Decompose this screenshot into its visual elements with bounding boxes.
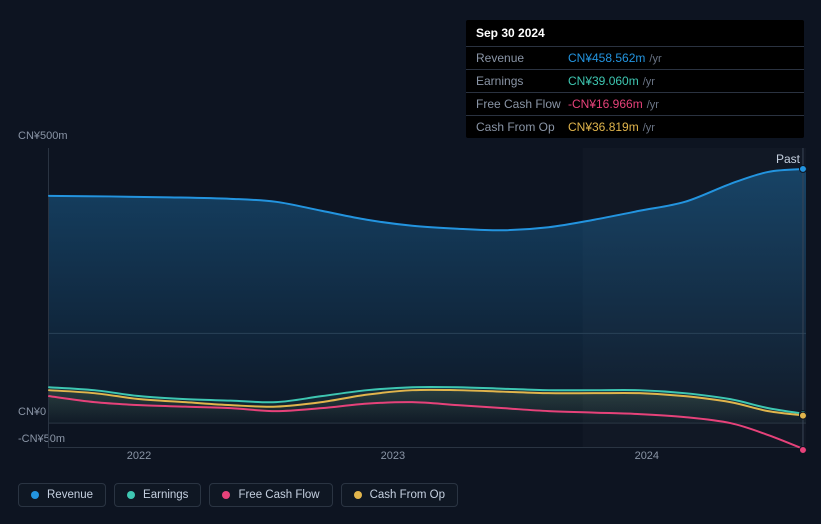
chart-svg xyxy=(49,148,806,447)
tooltip-metric-unit: /yr xyxy=(643,122,655,134)
tooltip-metric-value: CN¥39.060m xyxy=(568,74,639,88)
tooltip-metric-value: CN¥458.562m xyxy=(568,51,645,65)
tooltip-metric-unit: /yr xyxy=(647,99,659,111)
tooltip-date: Sep 30 2024 xyxy=(466,20,804,47)
tooltip-metric-unit: /yr xyxy=(649,53,661,65)
data-tooltip: Sep 30 2024 RevenueCN¥458.562m/yrEarning… xyxy=(466,20,804,138)
tooltip-metric-unit: /yr xyxy=(643,76,655,88)
tooltip-row: Cash From OpCN¥36.819m/yr xyxy=(466,116,804,138)
legend-item[interactable]: Cash From Op xyxy=(341,483,458,507)
tooltip-metric-value: -CN¥16.966m xyxy=(568,97,643,111)
legend-dot-icon xyxy=(127,491,135,499)
tooltip-row: Free Cash Flow-CN¥16.966m/yr xyxy=(466,93,804,116)
legend-dot-icon xyxy=(354,491,362,499)
x-axis-label: 2022 xyxy=(127,450,151,462)
legend-item[interactable]: Revenue xyxy=(18,483,106,507)
y-axis-label: CN¥0 xyxy=(18,406,46,418)
tooltip-metric-label: Revenue xyxy=(476,51,568,65)
x-axis: 2022 2023 2024 xyxy=(48,450,806,470)
financials-chart: CN¥500mCN¥0-CN¥50m Past 202220232024 xyxy=(18,120,806,480)
y-axis-label: CN¥500m xyxy=(18,130,68,142)
tooltip-metric-label: Cash From Op xyxy=(476,120,568,134)
legend-dot-icon xyxy=(31,491,39,499)
legend-item[interactable]: Free Cash Flow xyxy=(209,483,332,507)
tooltip-metric-label: Earnings xyxy=(476,74,568,88)
x-axis-label: 2024 xyxy=(635,450,659,462)
tooltip-metric-label: Free Cash Flow xyxy=(476,97,568,111)
legend-dot-icon xyxy=(222,491,230,499)
tooltip-row: RevenueCN¥458.562m/yr xyxy=(466,47,804,70)
legend: Revenue Earnings Free Cash Flow Cash From O… xyxy=(18,483,458,507)
plot-area[interactable]: Past xyxy=(48,148,806,448)
legend-label: Revenue xyxy=(47,489,93,501)
legend-label: Earnings xyxy=(143,489,188,501)
legend-label: Cash From Op xyxy=(370,489,445,501)
legend-item[interactable]: Earnings xyxy=(114,483,201,507)
legend-label: Free Cash Flow xyxy=(238,489,319,501)
tooltip-row: EarningsCN¥39.060m/yr xyxy=(466,70,804,93)
x-axis-label: 2023 xyxy=(381,450,405,462)
tooltip-metric-value: CN¥36.819m xyxy=(568,120,639,134)
